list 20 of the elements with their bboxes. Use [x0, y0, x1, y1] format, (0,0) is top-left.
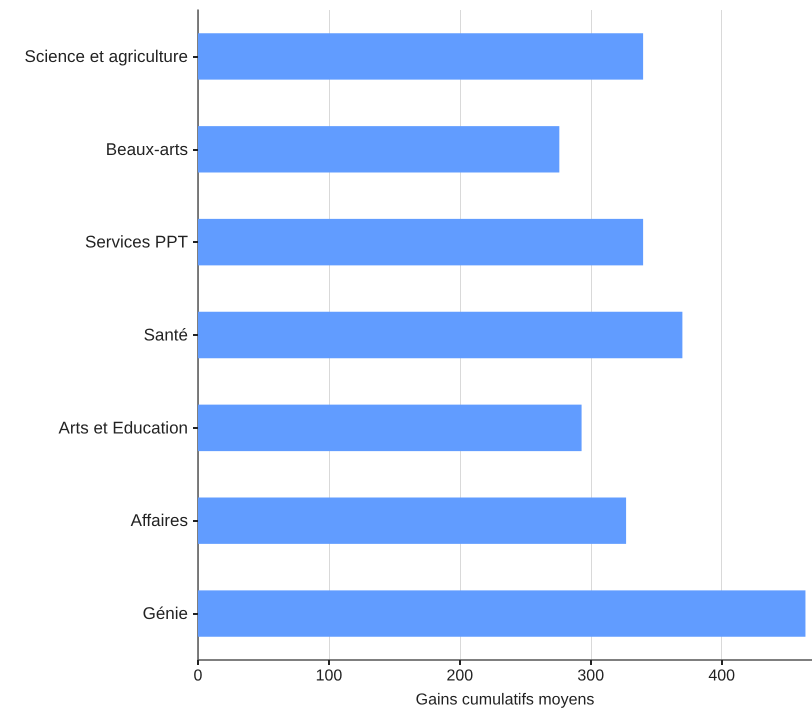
- bar: [198, 218, 644, 266]
- y-tick-label: Santé: [144, 326, 188, 344]
- bar: [198, 404, 582, 452]
- bar: [198, 126, 560, 172]
- y-tick-label: Affaires: [130, 511, 188, 530]
- y-tick-label: Services PPT: [85, 232, 188, 252]
- bar: [198, 590, 806, 637]
- y-tick-label: Arts et Education: [58, 418, 188, 438]
- x-tick-label: 300: [577, 668, 604, 684]
- x-tick-label: 400: [708, 668, 736, 684]
- y-tick-label: Beaux-arts: [106, 140, 188, 159]
- x-tick-label: 0: [194, 668, 203, 684]
- bar: [198, 33, 644, 80]
- x-axis-title: Gains cumulatifs moyens: [416, 692, 594, 708]
- y-tick-label: Science et agriculture: [24, 46, 188, 66]
- x-tick-label: 100: [316, 668, 342, 684]
- x-tick-label: 200: [446, 668, 474, 684]
- y-tick-label: Génie: [142, 604, 188, 624]
- bar: [198, 312, 682, 358]
- bar: [198, 498, 626, 544]
